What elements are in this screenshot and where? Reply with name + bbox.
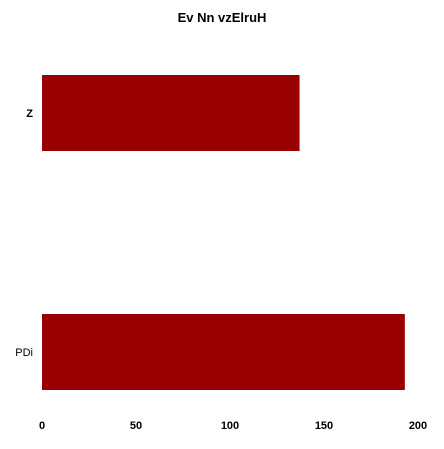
y-axis-tick-labels: Z PDi bbox=[15, 108, 33, 359]
y-tick-label-z: Z bbox=[26, 108, 33, 120]
chart-title: Ev Nn vzElruH bbox=[178, 10, 267, 25]
bar-z bbox=[42, 75, 300, 151]
x-axis-tick-labels: 0 50 100 150 200 bbox=[39, 420, 427, 432]
bar-pdi bbox=[42, 314, 405, 390]
x-tick-label-150: 150 bbox=[315, 420, 333, 432]
x-tick-label-200: 200 bbox=[409, 420, 427, 432]
x-tick-label-100: 100 bbox=[221, 420, 239, 432]
x-tick-label-0: 0 bbox=[39, 420, 45, 432]
x-tick-label-50: 50 bbox=[130, 420, 142, 432]
bars bbox=[42, 75, 405, 390]
y-tick-label-pdi: PDi bbox=[15, 347, 33, 359]
